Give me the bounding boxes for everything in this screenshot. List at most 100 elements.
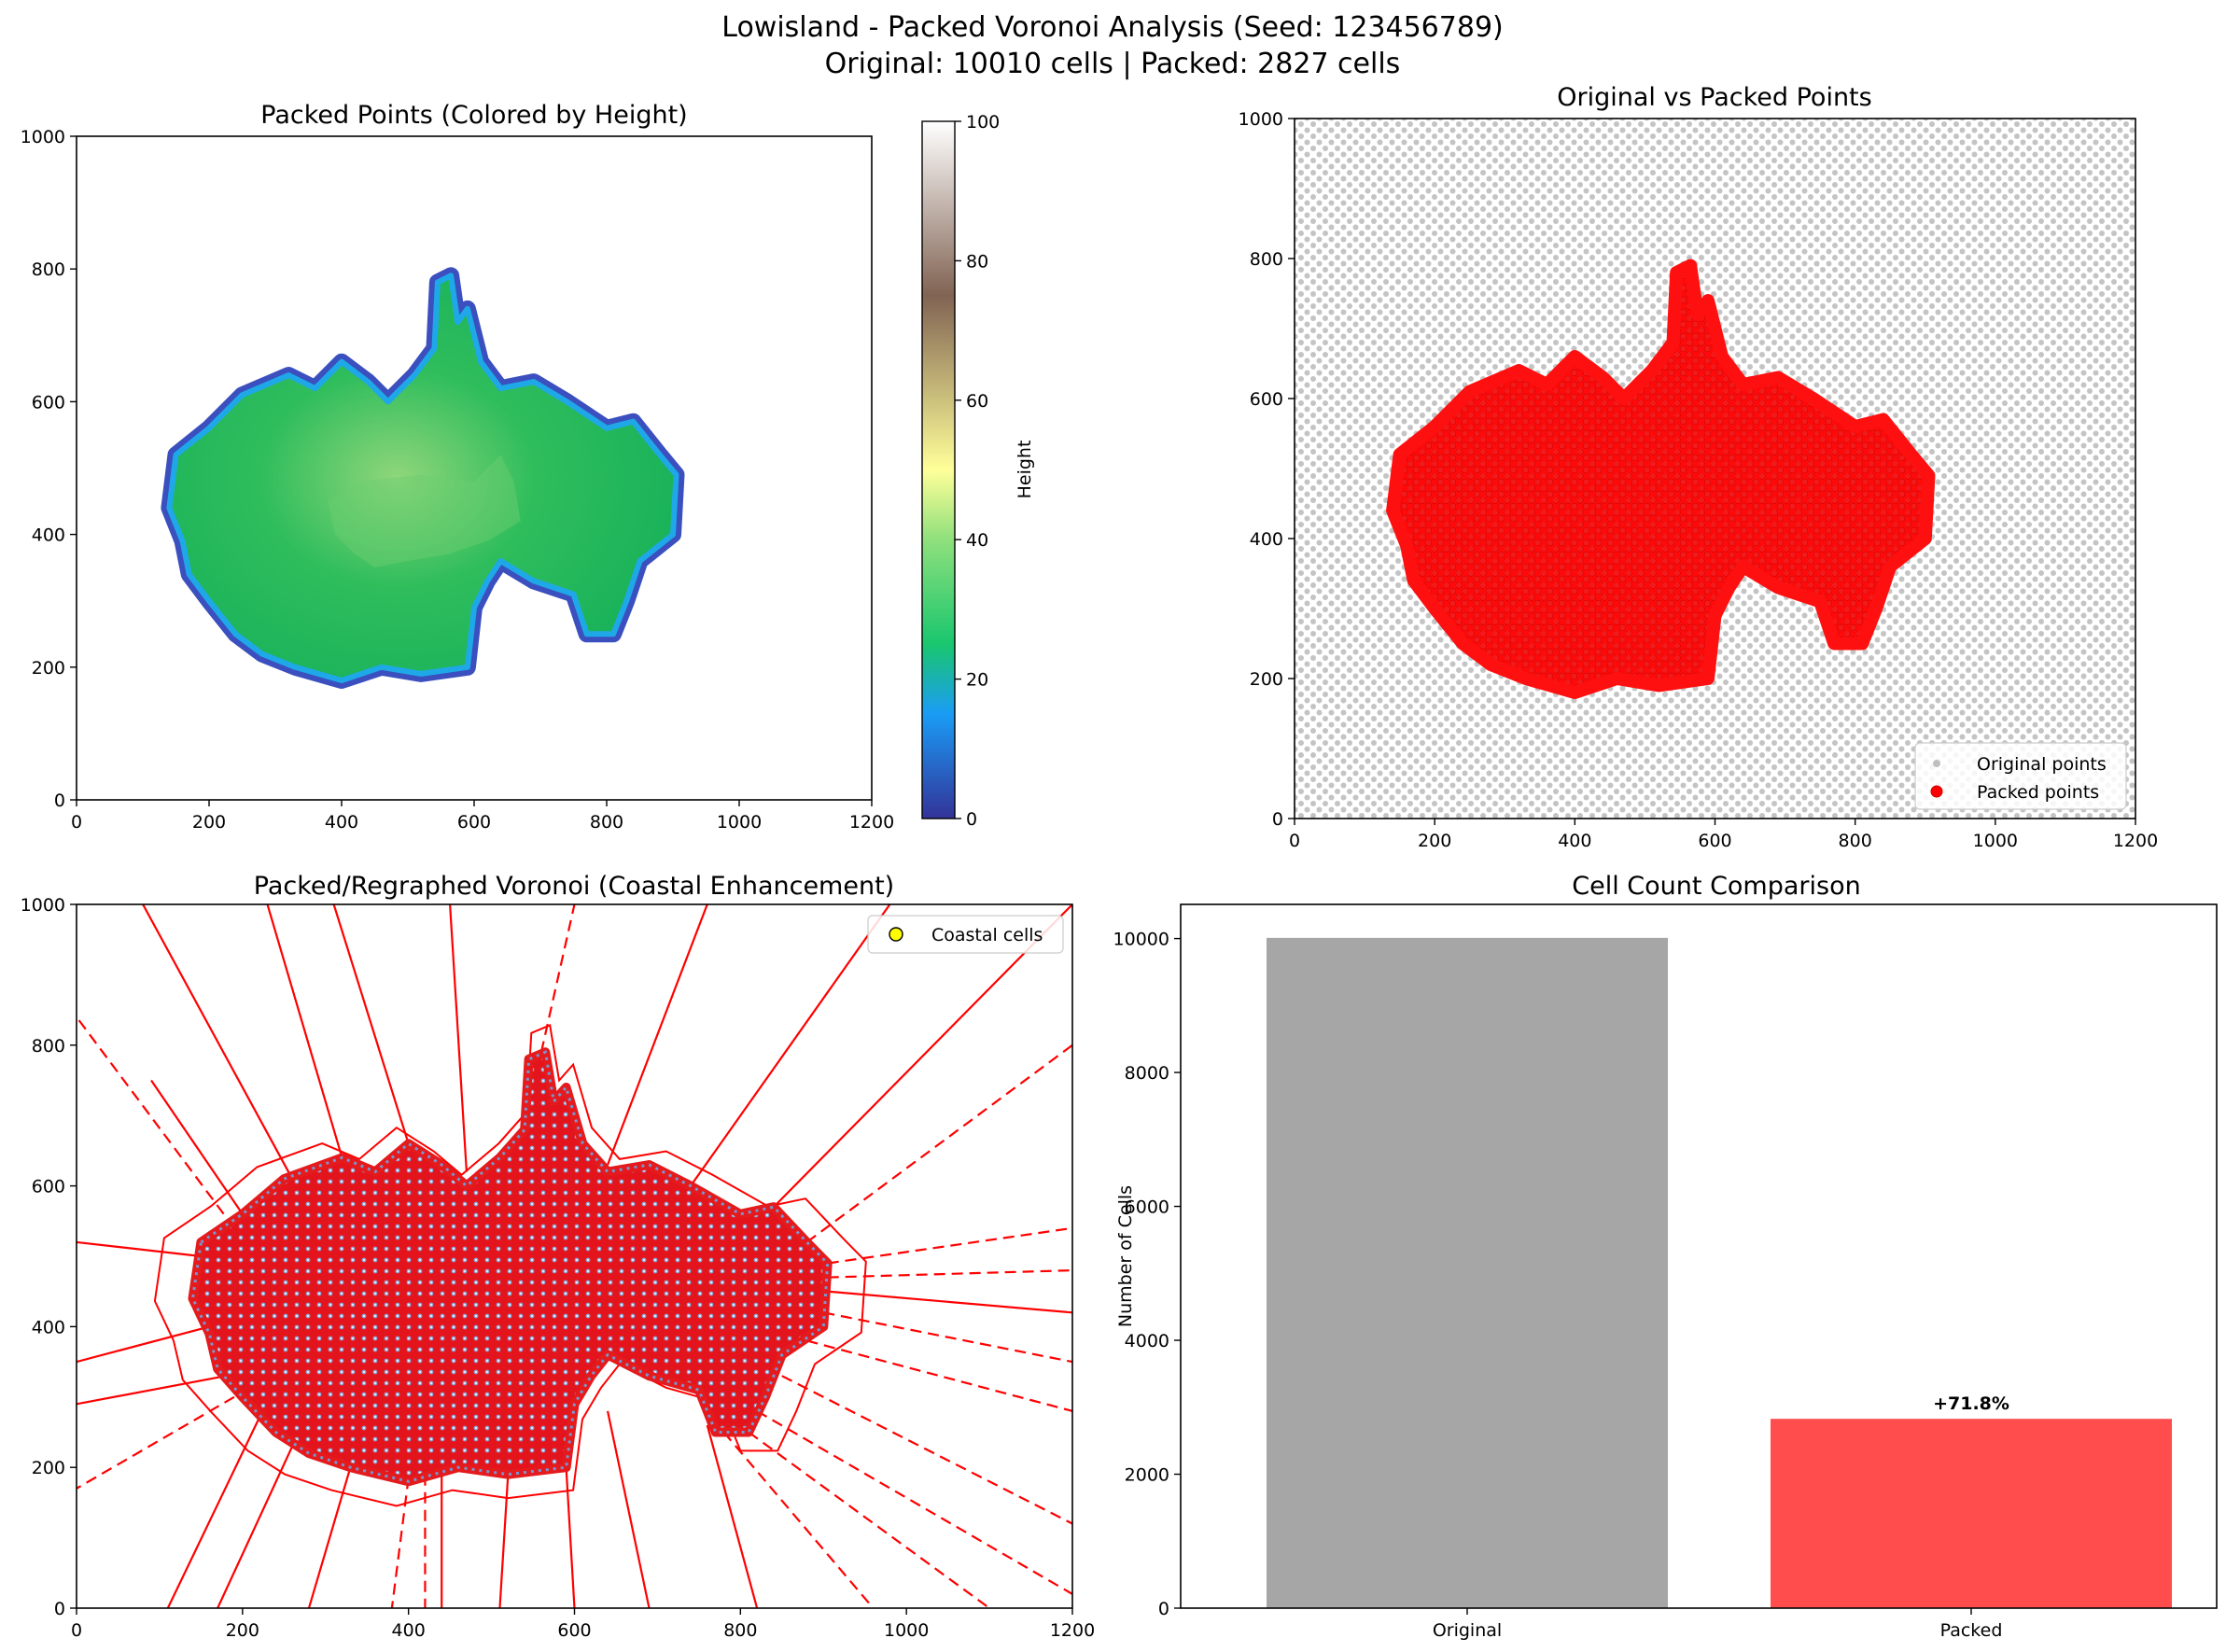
panel2-xtick-label-2: 400	[1558, 831, 1591, 851]
voronoi-coastal-ring	[153, 1023, 867, 1507]
island-points	[161, 267, 685, 689]
panel1-ytick-label-3: 600	[32, 392, 65, 413]
panel3-xtick-label-4: 800	[723, 1620, 757, 1641]
panel3-xtick-label-5: 1000	[884, 1620, 929, 1641]
colorbar-tick-label-3: 60	[966, 391, 988, 412]
panel1-ytick-label-4: 800	[32, 259, 65, 280]
voronoi-edge-5	[77, 1015, 235, 1229]
panel3-x-axis: 0 200 400 600 800 1000 1200	[71, 1608, 1095, 1641]
voronoi-edge-30	[390, 1477, 410, 1608]
panel4-ytick-label-5: 10000	[1113, 930, 1169, 950]
panel3-xtick-label-2: 400	[392, 1620, 426, 1641]
bars: +71.8%	[1267, 937, 2172, 1608]
panel3-ytick-label-5: 1000	[21, 895, 65, 916]
panel3-ytick-label-1: 200	[32, 1458, 65, 1478]
panel1-x-axis: 0 200 400 600 800 1000 1200	[71, 800, 894, 833]
voronoi-edge-18	[823, 1311, 1072, 1364]
voronoi-edge-33	[166, 1417, 260, 1608]
panel2-xtick-label-4: 800	[1839, 831, 1872, 851]
packed-points-area	[1386, 259, 1936, 699]
panel3-xtick-label-1: 200	[226, 1620, 259, 1641]
panel4-ytick-label-3: 6000	[1125, 1197, 1169, 1218]
coastal-cells-outline	[190, 1050, 830, 1483]
voronoi-edge-1	[77, 1325, 210, 1364]
legend-coastal-label: Coastal cells	[931, 925, 1043, 945]
voronoi-edge-0	[77, 1240, 202, 1258]
voronoi-edge-25	[606, 1410, 651, 1608]
panel3-xtick-label-3: 600	[557, 1620, 591, 1641]
panel1-y-axis: 0 200 400 600 800 1000	[21, 127, 77, 811]
colorbar-ticks: 0 20 40 60 80 100	[955, 112, 1000, 830]
island-highland	[328, 455, 521, 568]
panel2-legend: Original points Packed points	[1914, 742, 2127, 810]
panel4-xtick-label-0: Original	[1433, 1620, 1502, 1641]
panel3-ytick-label-2: 400	[32, 1317, 65, 1337]
original-vs-packed-chart: Original vs Packed Points 0 200 400 600 800 1…	[1239, 83, 2159, 851]
voronoi-edge-17	[827, 1290, 1072, 1314]
panel4-ytick-label-0: 0	[1158, 1599, 1169, 1619]
panel3-ytick-label-0: 0	[54, 1599, 65, 1619]
voronoi-edge-14	[805, 1043, 1072, 1243]
colorbar-tick-label-4: 80	[966, 251, 988, 272]
figure-title: Lowisland - Packed Voronoi Analysis (See…	[721, 11, 1503, 44]
voronoi-edge-22	[748, 1431, 990, 1608]
voronoi-outer-edges	[77, 904, 1072, 1608]
panel3-legend: Coastal cells	[867, 915, 1064, 954]
voronoi-edge-12	[690, 904, 891, 1187]
voronoi-edge-9	[449, 904, 469, 1172]
panel4-title: Cell Count Comparison	[1572, 872, 1860, 901]
panel1-xtick-label-0: 0	[71, 812, 82, 833]
voronoi-edge-6	[142, 904, 294, 1180]
bar-packed	[1771, 1419, 2172, 1608]
panel1-ytick-label-5: 1000	[21, 127, 65, 147]
voronoi-edge-20	[781, 1375, 1072, 1525]
panel3-xtick-label-0: 0	[71, 1620, 82, 1641]
panel2-ytick-label-3: 600	[1250, 389, 1283, 410]
panel4-ytick-label-4: 8000	[1125, 1063, 1169, 1084]
voronoi-edge-19	[806, 1339, 1072, 1412]
voronoi-edge-31	[307, 1466, 352, 1608]
voronoi-edge-7	[266, 904, 343, 1158]
voronoi-edge-2	[77, 1375, 227, 1406]
panel2-ytick-label-4: 800	[1250, 249, 1283, 270]
panel1-ytick-label-2: 400	[32, 525, 65, 546]
legend-packed-marker	[1930, 785, 1943, 798]
colorbar-label: Height	[1015, 441, 1035, 499]
panel2-xtick-label-6: 1200	[2113, 831, 2158, 851]
packed-points-height-chart: Packed Points (Colored by Height) 0 200 40…	[21, 101, 1035, 833]
height-colorbar	[921, 120, 956, 819]
panel3-y-axis: 0 200 400 600 800 1000	[21, 895, 77, 1619]
panel1-xtick-label-2: 400	[325, 812, 358, 833]
legend-coastal-marker	[889, 927, 903, 942]
panel1-xtick-label-1: 200	[192, 812, 226, 833]
voronoi-edge-16	[827, 1268, 1072, 1279]
panel2-xtick-label-0: 0	[1289, 831, 1300, 851]
voronoi-edge-32	[217, 1446, 294, 1608]
panel1-xtick-label-4: 800	[590, 812, 623, 833]
panel4-y-axis: 0 2000 4000 6000 8000 10000	[1113, 930, 1181, 1619]
panel3-xtick-label-6: 1200	[1050, 1620, 1095, 1641]
panel1-title: Packed Points (Colored by Height)	[260, 101, 687, 130]
panel2-x-axis: 0 200 400 600 800 1000 1200	[1289, 819, 2158, 851]
panel1-xtick-label-5: 1000	[717, 812, 762, 833]
panel2-xtick-label-5: 1000	[1973, 831, 2018, 851]
bar-original	[1267, 937, 1668, 1608]
panel4-xtick-label-1: Packed	[1940, 1620, 2003, 1641]
voronoi-edge-24	[706, 1424, 759, 1608]
panel2-xtick-label-3: 600	[1698, 831, 1731, 851]
figure-subtitle: Original: 10010 cells | Packed: 2827 cel…	[825, 48, 1401, 80]
voronoi-dense-cells	[188, 1047, 833, 1487]
voronoi-diagram-chart: Packed/Regraphed Voronoi (Coastal Enhanc…	[21, 872, 1096, 1641]
panel1-xtick-label-3: 600	[457, 812, 491, 833]
panel2-ytick-label-2: 400	[1250, 529, 1283, 550]
panel1-xtick-label-6: 1200	[849, 812, 894, 833]
panel2-y-axis: 0 200 400 600 800 1000	[1239, 109, 1295, 830]
packed-points-region	[1386, 259, 1936, 699]
colorbar-tick-label-2: 40	[966, 530, 988, 551]
colorbar-tick-label-1: 20	[966, 670, 988, 691]
panel2-title: Original vs Packed Points	[1557, 83, 1871, 112]
voronoi-edge-13	[773, 904, 1072, 1208]
panel3-title: Packed/Regraphed Voronoi (Coastal Enhanc…	[254, 872, 894, 901]
voronoi-edge-10	[539, 904, 576, 1053]
